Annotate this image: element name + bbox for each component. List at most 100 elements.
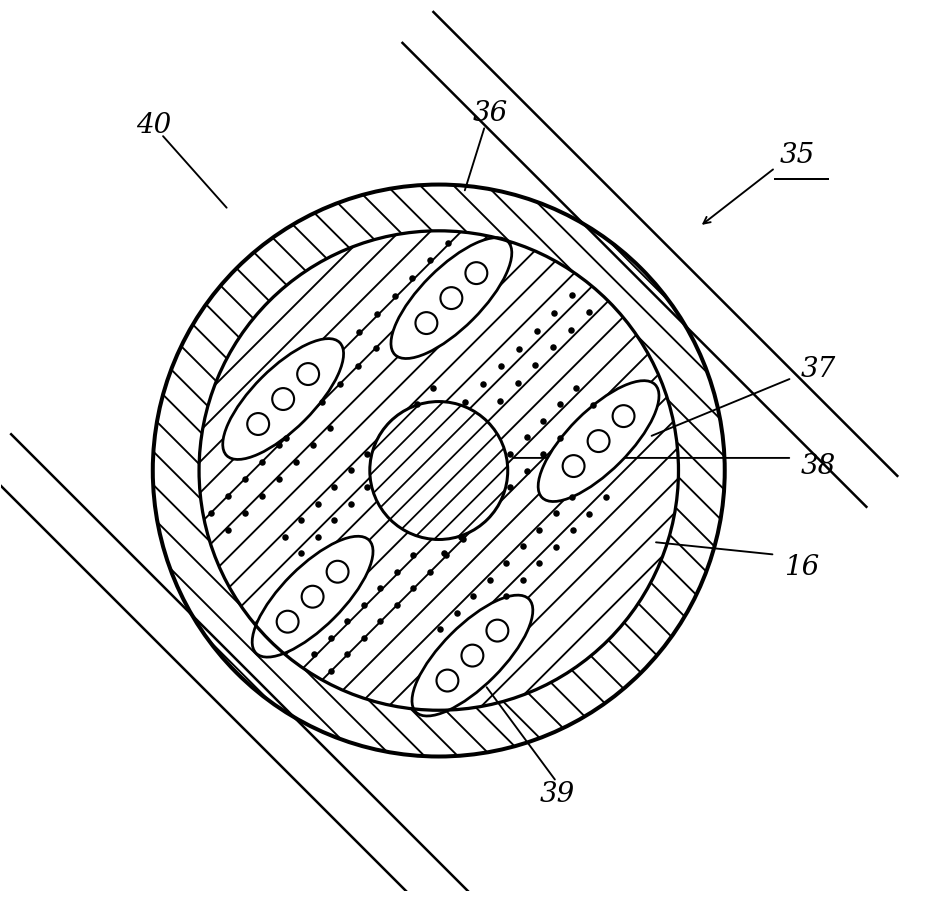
Point (581, 506, 596, 521)
Text: 35: 35 (779, 142, 814, 169)
Point (565, 490, 579, 504)
Point (453, 530, 468, 544)
Circle shape (198, 231, 678, 710)
Point (565, 288, 579, 302)
Point (546, 306, 561, 320)
Point (548, 539, 563, 554)
Point (387, 289, 401, 303)
Point (351, 325, 366, 339)
Point (356, 598, 371, 612)
Point (499, 556, 514, 570)
Point (332, 377, 347, 391)
Point (237, 472, 252, 486)
Point (221, 522, 235, 537)
Point (432, 622, 447, 636)
Point (568, 380, 583, 395)
Point (519, 463, 534, 477)
Ellipse shape (390, 237, 512, 359)
Point (306, 647, 321, 662)
Point (237, 505, 252, 520)
Text: 16: 16 (782, 554, 818, 581)
Point (531, 556, 546, 570)
Point (360, 447, 375, 461)
Point (515, 573, 530, 587)
Point (502, 447, 517, 461)
Point (388, 565, 403, 579)
Point (339, 614, 354, 628)
Text: 39: 39 (540, 781, 575, 808)
Point (511, 342, 526, 356)
Point (455, 531, 470, 546)
Point (581, 305, 596, 319)
Text: 37: 37 (800, 356, 835, 383)
Point (425, 380, 440, 395)
Point (373, 614, 387, 628)
Point (343, 463, 358, 477)
Point (373, 581, 387, 595)
Circle shape (369, 402, 507, 539)
Point (519, 431, 534, 445)
Point (221, 489, 235, 503)
Point (491, 394, 506, 408)
Point (502, 480, 517, 494)
Point (545, 340, 560, 354)
Text: 36: 36 (472, 100, 507, 127)
Point (255, 455, 270, 469)
Point (552, 397, 566, 412)
Point (563, 323, 578, 337)
Point (254, 488, 269, 503)
Point (510, 376, 525, 390)
Point (548, 506, 563, 521)
Point (326, 480, 341, 494)
Point (369, 307, 384, 321)
Point (368, 342, 383, 356)
Point (272, 472, 286, 486)
Text: 40: 40 (136, 112, 171, 139)
Point (528, 324, 543, 338)
Point (323, 663, 337, 678)
Point (552, 431, 566, 445)
Circle shape (153, 184, 724, 756)
Point (293, 512, 308, 527)
Point (531, 522, 546, 537)
Point (598, 490, 613, 504)
Point (514, 539, 529, 554)
Point (536, 447, 551, 461)
Point (449, 605, 464, 619)
Point (314, 395, 329, 409)
Point (356, 631, 371, 645)
Point (585, 397, 600, 412)
Point (493, 360, 508, 374)
Point (440, 236, 455, 250)
Point (499, 589, 514, 603)
Point (288, 455, 303, 469)
Point (326, 513, 341, 528)
Point (405, 548, 420, 563)
Ellipse shape (412, 595, 532, 716)
Point (405, 581, 420, 595)
Point (310, 530, 324, 544)
Point (323, 421, 337, 435)
Point (438, 548, 453, 563)
Point (323, 630, 337, 645)
Point (350, 359, 365, 373)
Point (482, 573, 497, 587)
Point (360, 480, 375, 494)
Point (272, 438, 286, 452)
Ellipse shape (538, 380, 658, 502)
Text: 38: 38 (800, 453, 835, 480)
Point (305, 438, 320, 452)
Point (404, 271, 419, 286)
Point (423, 254, 438, 268)
Point (389, 598, 404, 612)
Ellipse shape (222, 339, 343, 459)
Point (535, 414, 550, 428)
Point (294, 546, 309, 560)
Point (457, 395, 472, 409)
Point (422, 565, 437, 579)
Point (204, 506, 219, 521)
Point (343, 496, 358, 511)
Point (339, 647, 354, 662)
Point (277, 530, 292, 544)
Point (527, 358, 542, 372)
